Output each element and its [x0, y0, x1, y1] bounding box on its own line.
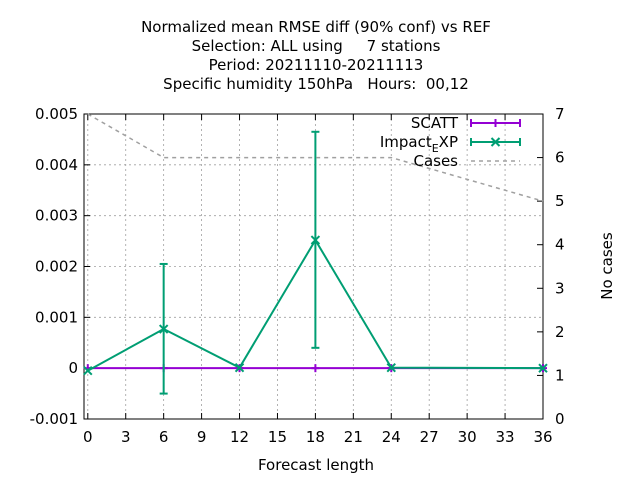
- x-tick-label: 6: [159, 428, 169, 446]
- impact-exp-point: [158, 324, 169, 334]
- x-tick-label: 3: [121, 428, 131, 446]
- x-tick-label: 9: [197, 428, 207, 446]
- y-tick-label: 0.002: [35, 258, 78, 276]
- x-tick-label: 21: [344, 428, 363, 446]
- y2-tick-label: 7: [555, 105, 565, 123]
- x-tick-label: 27: [420, 428, 439, 446]
- impact-exp-point: [538, 363, 548, 373]
- y-tick-label: 0.001: [35, 308, 78, 326]
- title-line-1: Normalized mean RMSE diff (90% conf) vs …: [141, 18, 491, 36]
- x-tick-label: 15: [268, 428, 287, 446]
- impact-exp-point: [234, 362, 245, 373]
- x-tick-label: 12: [230, 428, 249, 446]
- y-tick-label: 0: [68, 359, 78, 377]
- y2-tick-label: 1: [555, 366, 565, 384]
- title-line-4: Specific humidity 150hPa Hours: 00,12: [163, 75, 469, 93]
- legend-marker-impact-exp: [490, 137, 501, 147]
- y2-tick-label: 5: [555, 192, 565, 210]
- y2-tick-label: 3: [555, 279, 565, 297]
- y-tick-label: -0.001: [30, 410, 78, 428]
- y2-tick-label: 6: [555, 149, 565, 167]
- chart-title: Normalized mean RMSE diff (90% conf) vs …: [141, 18, 491, 93]
- impact-exp-point: [386, 362, 396, 373]
- grid: [84, 113, 544, 420]
- y-tick-label: 0.005: [35, 105, 78, 123]
- title-line-2: Selection: ALL using 7 stations: [192, 37, 441, 55]
- ticks: 0 3 6 9 12 15 18 21 24 27 30 33 36-0.00100.0010.0020…: [30, 105, 565, 446]
- cases-line: [87, 113, 544, 202]
- legend-label-cases: Cases: [413, 152, 458, 170]
- x-tick-label: 36: [533, 428, 552, 446]
- title-line-3: Period: 20211110-20211113: [209, 56, 424, 74]
- x-tick-label: 30: [458, 428, 477, 446]
- legend-label-impact-exp: ImpactEXP: [380, 133, 458, 155]
- x-tick-label: 33: [496, 428, 515, 446]
- y2-tick-label: 4: [555, 236, 565, 254]
- legend-label-scatt: SCATT: [411, 114, 459, 132]
- series-layer: [83, 113, 548, 395]
- y-tick-label: 0.003: [35, 207, 78, 225]
- y-tick-label: 0.004: [35, 156, 78, 174]
- y2-axis-title: No cases: [598, 232, 616, 300]
- x-axis-title: Forecast length: [258, 456, 374, 474]
- impact-exp-line: [87, 238, 544, 372]
- impact-exp-point: [310, 235, 321, 245]
- x-tick-label: 24: [382, 428, 401, 446]
- x-tick-label: 0: [83, 428, 93, 446]
- y2-tick-label: 0: [555, 410, 565, 428]
- y2-tick-label: 2: [555, 323, 565, 341]
- x-tick-label: 18: [306, 428, 325, 446]
- impact-exp-point: [83, 366, 93, 376]
